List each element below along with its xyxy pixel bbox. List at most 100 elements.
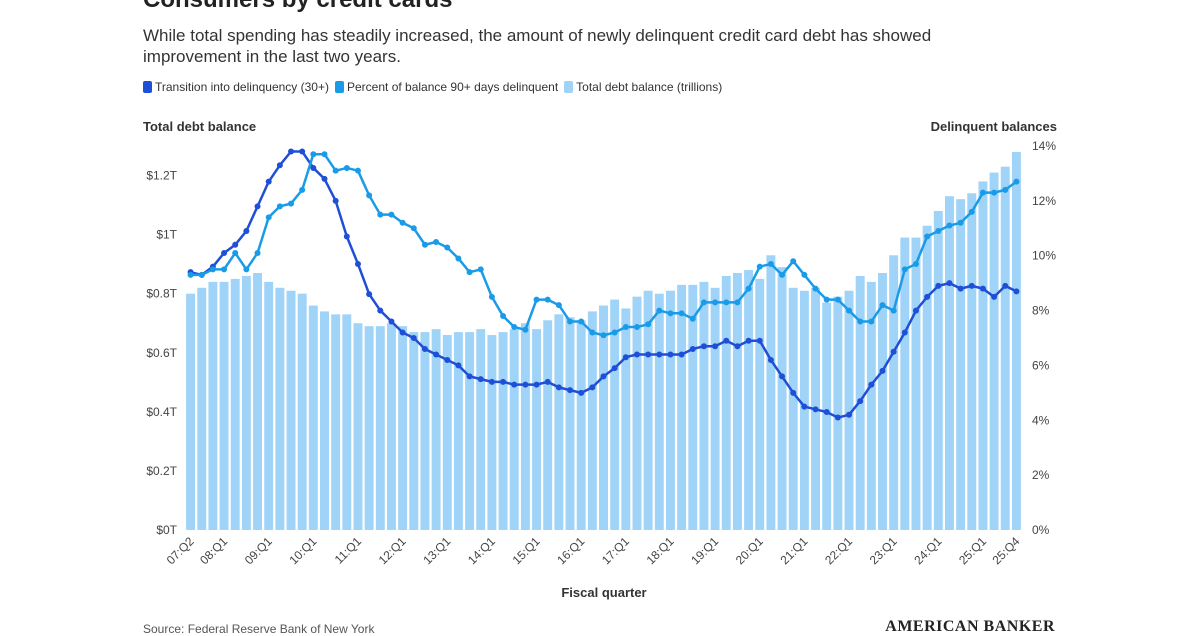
point [645, 321, 652, 328]
bar [543, 320, 553, 530]
x-tick-label: 21:Q1 [777, 534, 810, 567]
point [276, 203, 283, 210]
bar [665, 290, 675, 530]
bar [476, 329, 486, 530]
bar [878, 273, 887, 530]
point [1013, 178, 1020, 185]
point [924, 293, 931, 300]
bar [409, 332, 419, 530]
legend-label: Transition into delinquency (30+) [155, 80, 329, 94]
bar [944, 196, 954, 530]
point [1013, 288, 1020, 295]
bar [643, 290, 653, 530]
x-tick-label: 14:Q1 [465, 534, 498, 567]
source: Source: Federal Reserve Bank of New York [143, 622, 375, 636]
point [700, 343, 707, 350]
point [477, 266, 484, 273]
bar [956, 199, 966, 530]
point [332, 167, 339, 174]
point [689, 315, 696, 322]
point [823, 296, 830, 303]
bar [286, 290, 296, 530]
y-tick-label: $0.2T [146, 464, 177, 478]
point [321, 151, 328, 158]
bar [375, 326, 385, 530]
legend-item: Total debt balance (trillions) [564, 80, 722, 94]
bar [230, 278, 240, 530]
point [410, 335, 417, 341]
legend-item: Transition into delinquency (30+) [143, 80, 329, 94]
point [388, 318, 395, 325]
point [343, 233, 350, 240]
point [689, 345, 696, 352]
x-tick-label: 22:Q1 [822, 534, 855, 567]
point [265, 178, 272, 185]
bar [933, 210, 943, 530]
point [633, 351, 640, 358]
bar [732, 273, 742, 530]
legend-swatch [564, 81, 574, 93]
point [912, 307, 919, 314]
bar [554, 314, 564, 530]
point [354, 260, 361, 267]
bar [297, 293, 307, 530]
bar [922, 225, 932, 530]
x-tick-label: 15:Q1 [510, 534, 543, 567]
bar [755, 278, 765, 530]
point [354, 167, 361, 174]
point [243, 228, 250, 235]
legend-swatch [335, 81, 344, 93]
point [823, 409, 830, 416]
point [645, 351, 652, 358]
point [857, 318, 864, 325]
point [377, 211, 384, 218]
point [656, 351, 663, 358]
x-tick-label: 11:Q1 [332, 534, 365, 567]
point [678, 351, 685, 358]
bar [587, 311, 597, 530]
point [221, 249, 228, 256]
bar [1000, 166, 1010, 530]
chart-subtitle: While total spending has steadily increa… [143, 26, 932, 66]
point [879, 302, 886, 309]
point [968, 282, 975, 289]
bar [520, 323, 530, 530]
point [901, 329, 908, 336]
bar [900, 237, 910, 531]
y2-tick-label: 2% [1032, 468, 1050, 482]
x-tick-label: 16:Q1 [554, 534, 587, 567]
bar [610, 299, 620, 530]
point [1002, 186, 1009, 193]
point [544, 378, 551, 385]
x-tick-label: 12:Q1 [376, 534, 409, 567]
bar [777, 267, 787, 530]
point [399, 219, 406, 226]
point [388, 211, 395, 218]
point [957, 219, 964, 226]
point [522, 326, 529, 333]
y-tick-label: $0T [156, 523, 177, 537]
point [812, 285, 819, 292]
point [991, 293, 998, 300]
bar [688, 284, 698, 530]
x-tick-label: 20:Q1 [733, 534, 766, 567]
bar [264, 281, 274, 530]
point [421, 241, 428, 248]
bar [889, 255, 899, 531]
bar [431, 329, 441, 530]
bar [331, 314, 341, 530]
bar [677, 284, 687, 530]
y2-tick-label: 10% [1032, 249, 1056, 263]
point [544, 296, 551, 303]
x-tick-label: 13:Q1 [420, 534, 453, 567]
point [834, 296, 841, 303]
bar [844, 290, 854, 530]
point [399, 329, 406, 336]
point [801, 403, 808, 410]
bar [487, 335, 497, 530]
point [678, 310, 685, 317]
point [410, 225, 417, 232]
point [600, 332, 607, 339]
bar [599, 305, 608, 530]
bar [621, 308, 631, 530]
